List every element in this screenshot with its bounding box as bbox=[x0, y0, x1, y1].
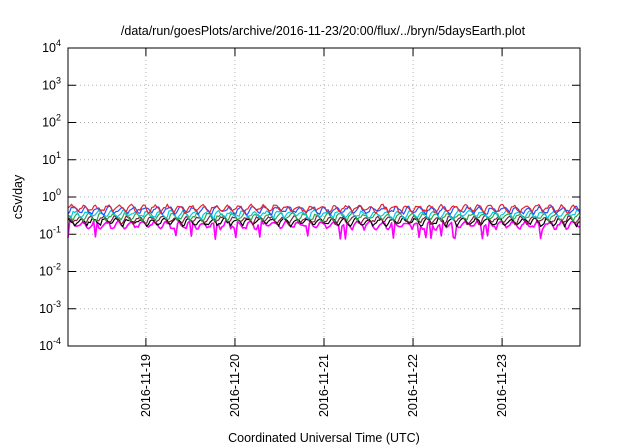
y-tick-label: 10-2 bbox=[39, 262, 61, 279]
grid bbox=[68, 47, 580, 347]
series-line bbox=[67, 209, 581, 220]
x-tick-label: 2016-11-20 bbox=[228, 354, 242, 417]
y-tick-label: 101 bbox=[42, 150, 61, 167]
series-line bbox=[67, 211, 581, 222]
plot-frame bbox=[67, 47, 581, 347]
series-line bbox=[67, 219, 581, 240]
x-tick-label: 2016-11-22 bbox=[406, 354, 420, 417]
y-tick-labels: 10-4 10-3 10-2 10-1 100 101 102 103 104 bbox=[39, 38, 61, 353]
y-tick-label: 104 bbox=[42, 38, 61, 55]
y-tick-label: 102 bbox=[42, 113, 61, 130]
x-axis-label: Coordinated Universal Time (UTC) bbox=[228, 431, 420, 445]
x-tick-label: 2016-11-21 bbox=[317, 354, 331, 417]
series-line bbox=[67, 203, 581, 215]
y-tick-label: 100 bbox=[42, 187, 61, 204]
x-tick-label: 2016-11-19 bbox=[139, 354, 153, 417]
x-tick-labels: 2016-11-19 2016-11-20 2016-11-21 2016-11-22… bbox=[139, 354, 509, 417]
y-tick-label: 10-3 bbox=[39, 299, 61, 316]
y-axis-label: cSv/day bbox=[11, 174, 25, 219]
series-line bbox=[67, 216, 581, 228]
x-tick-label: 2016-11-23 bbox=[495, 354, 509, 417]
y-tick-label: 10-4 bbox=[39, 336, 61, 353]
series-group bbox=[67, 203, 581, 240]
y-tick-label: 10-1 bbox=[39, 224, 61, 241]
chart-title: /data/run/goesPlots/archive/2016-11-23/2… bbox=[121, 24, 526, 38]
y-tick-label: 103 bbox=[42, 75, 61, 92]
